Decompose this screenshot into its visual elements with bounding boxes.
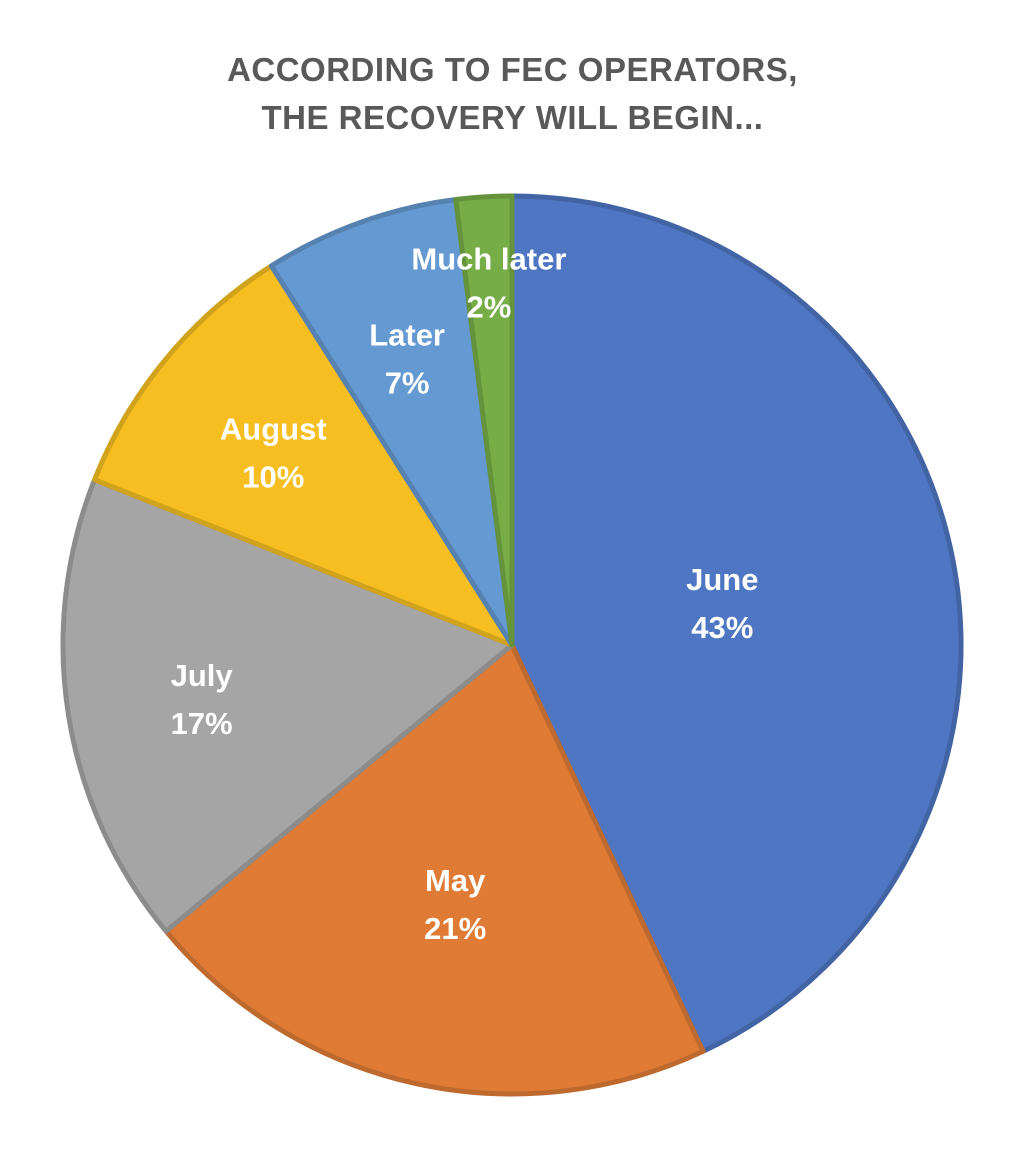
slice-label-may: May xyxy=(425,863,486,898)
slice-value-may: 21% xyxy=(424,911,486,946)
slice-value-july: 17% xyxy=(171,706,233,741)
slice-label-june: June xyxy=(686,562,758,597)
slice-label-august: August xyxy=(220,412,327,447)
slice-label-later: Later xyxy=(369,318,445,353)
slice-value-august: 10% xyxy=(242,460,304,495)
pie-slice-july xyxy=(60,477,515,934)
slice-label-much-later: Much later xyxy=(411,242,566,277)
pie-slice-june xyxy=(509,193,964,1054)
pie-slice-much-later xyxy=(453,193,515,648)
chart-title-line-2: THE RECOVERY WILL BEGIN... xyxy=(261,99,764,136)
pie-slice-later xyxy=(268,197,515,648)
pie-slice-august xyxy=(92,263,515,648)
pie-slices xyxy=(60,193,964,1097)
chart-title-line-1: ACCORDING TO FEC OPERATORS, xyxy=(227,51,798,88)
slice-value-june: 43% xyxy=(691,610,753,645)
slice-value-later: 7% xyxy=(385,366,430,401)
slice-label-july: July xyxy=(171,658,234,693)
pie-slice-may xyxy=(163,642,706,1097)
chart-title: ACCORDING TO FEC OPERATORS, THE RECOVERY… xyxy=(0,46,1025,142)
slice-value-much-later: 2% xyxy=(466,290,511,325)
pie-labels: June 43% May 21% July 17% August 10% Later 7% Much… xyxy=(171,242,759,947)
